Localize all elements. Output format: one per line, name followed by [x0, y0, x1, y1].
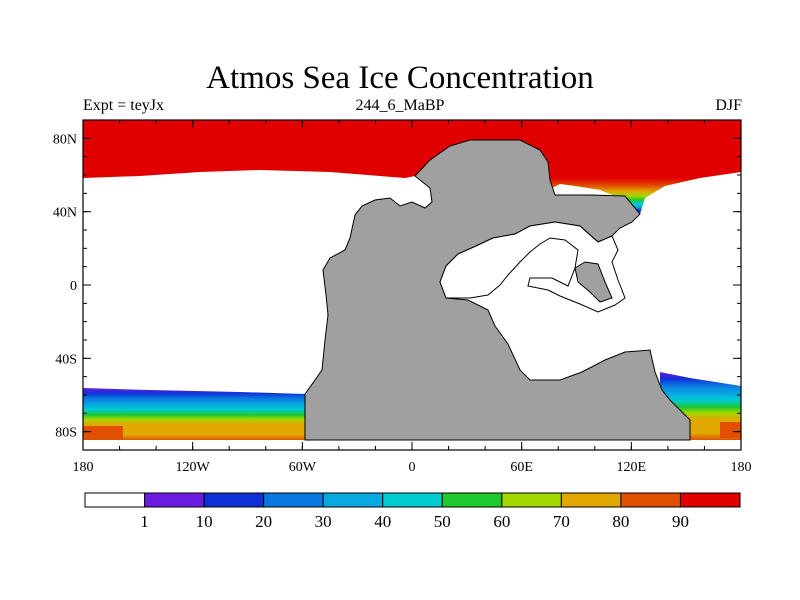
colorbar-label: 70	[553, 512, 570, 531]
x-tick-label: 60W	[289, 460, 317, 475]
y-tick-label: 80N	[53, 132, 77, 147]
colorbar-label: 20	[255, 512, 272, 531]
tethys-inner-sea	[439, 221, 626, 313]
y-tick-label: 0	[70, 279, 77, 294]
colorbar-bin	[263, 492, 324, 508]
axis-ticks	[82, 119, 742, 451]
colorbar-bin	[679, 492, 741, 508]
colorbar-label: 1	[140, 512, 149, 531]
colorbar-label: 10	[196, 512, 213, 531]
season-label: DJF	[715, 97, 742, 114]
colorbar-label: 80	[612, 512, 629, 531]
colorbar-labels: 1 10 20 30 40 50 60 70 80 90	[140, 512, 689, 531]
y-tick-label: 80S	[55, 426, 77, 441]
antarctic-sea-ice-west	[83, 388, 305, 440]
x-tick-label: 120E	[617, 460, 647, 475]
y-tick-label: 40S	[55, 352, 77, 367]
antarctic-ice-core-east	[720, 422, 741, 438]
colorbar	[84, 492, 741, 508]
y-tick-label: 40N	[53, 206, 77, 221]
colorbar-bin	[560, 492, 622, 508]
x-tick-label: 180	[73, 460, 94, 475]
colorbar-bin	[322, 492, 384, 508]
colorbar-label: 50	[434, 512, 451, 531]
supercontinent-land	[304, 139, 691, 441]
colorbar-bin	[441, 492, 503, 508]
colorbar-bin	[382, 492, 443, 508]
x-tick-label: 60E	[510, 460, 533, 475]
colorbar-bin	[203, 492, 265, 508]
x-tick-label: 180	[731, 460, 752, 475]
experiment-label: Expt = teyJx	[83, 97, 165, 114]
plot-title: Atmos Sea Ice Concentration	[206, 60, 594, 96]
colorbar-bin	[501, 492, 562, 508]
colorbar-bin	[84, 492, 146, 508]
colorbar-label: 40	[374, 512, 391, 531]
colorbar-label: 30	[315, 512, 332, 531]
colorbar-label: 90	[672, 512, 689, 531]
colorbar-bin	[144, 492, 205, 508]
map-area	[83, 120, 741, 450]
inner-sea-island	[574, 261, 613, 303]
colorbar-label: 60	[493, 512, 510, 531]
arctic-sea-ice	[83, 120, 741, 214]
period-label: 244_6_MaBP	[355, 97, 445, 114]
x-tick-label: 120W	[176, 460, 211, 475]
axis-tick-labels: 180 120W 60W 0 60E 120E 180 80N 40N 0 40S 80S	[53, 132, 752, 475]
antarctic-ice-core-west	[83, 426, 123, 440]
x-tick-label: 0	[409, 460, 416, 475]
colorbar-bin	[620, 492, 681, 508]
